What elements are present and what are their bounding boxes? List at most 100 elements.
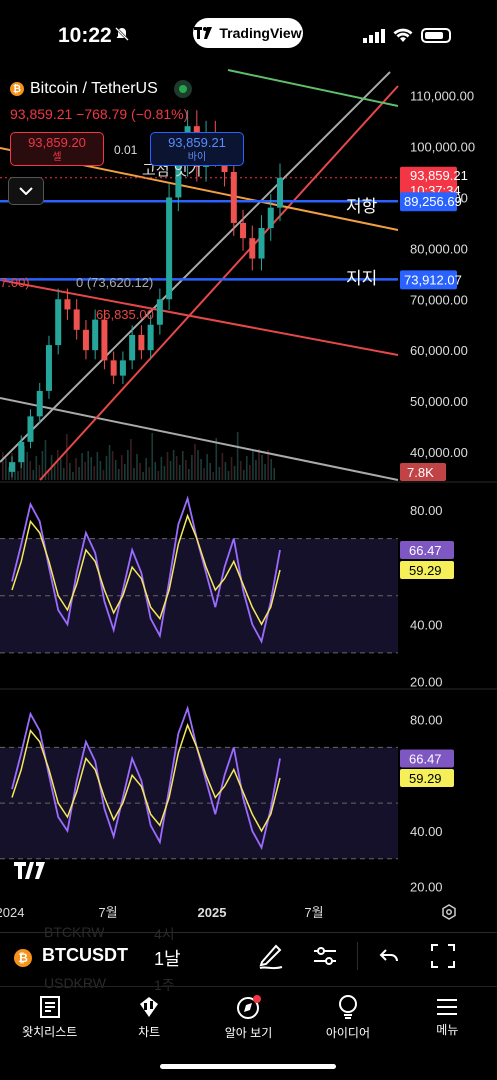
support-label: 지지	[346, 269, 377, 288]
indicators-button[interactable]	[312, 942, 338, 975]
volume-bar	[63, 468, 65, 480]
symbol-header[interactable]: ₿ Bitcoin / TetherUS	[10, 80, 192, 98]
undo-button[interactable]	[378, 942, 400, 975]
chevron-down-icon	[19, 187, 33, 195]
tab-watchlist[interactable]: 왓치리스트	[0, 987, 99, 1047]
volume-bar	[215, 438, 218, 480]
volume-bar	[178, 465, 181, 480]
rsi-line	[11, 705, 281, 851]
volume-bar	[230, 457, 233, 480]
volume-bar	[273, 468, 276, 480]
tab-ideas[interactable]: 아이디어	[298, 987, 397, 1047]
volume-bar	[32, 470, 35, 480]
volume-bar	[5, 458, 7, 480]
volume-bar	[102, 470, 105, 480]
volume-bar	[84, 462, 86, 480]
bitcoin-icon: ₿	[14, 949, 32, 967]
volume-bar	[188, 469, 190, 480]
buy-button[interactable]: 93,859.21 바이	[150, 132, 244, 166]
bitcoin-icon: ₿	[10, 82, 24, 96]
volume-bar	[124, 464, 126, 480]
bell-muted-icon	[114, 26, 130, 47]
volume-bar	[151, 433, 154, 480]
volume-bar	[142, 472, 144, 480]
price-tick-label: 80,000.00	[410, 241, 468, 256]
rsi-ma-line	[11, 513, 281, 626]
tradingview-pill[interactable]: TradingView	[193, 18, 303, 48]
volume-bar	[169, 461, 172, 480]
volume-bar	[56, 450, 59, 480]
interval-button[interactable]: 1날	[154, 949, 181, 969]
rsi-value-tag	[400, 749, 454, 768]
toolbar-divider	[357, 942, 358, 970]
volume-bar	[66, 434, 68, 480]
volume-bar	[99, 461, 102, 480]
candle-body	[92, 319, 99, 351]
home-indicator	[160, 1064, 336, 1069]
chart-icon	[140, 996, 159, 1017]
volume-bar	[249, 465, 251, 480]
volume-bar	[78, 467, 80, 480]
volume-bar	[59, 459, 62, 480]
volume-bar	[93, 466, 96, 480]
volume-bar	[255, 460, 257, 480]
sell-price: 93,859.20	[28, 135, 86, 150]
volume-bar	[75, 458, 77, 480]
price-tick-label: 70,000.00	[410, 292, 468, 307]
volume-bar	[38, 465, 41, 480]
fullscreen-button[interactable]	[430, 942, 456, 975]
battery-icon	[421, 28, 451, 43]
candle-body	[166, 197, 173, 300]
symbol-button[interactable]: BTCUSDT	[42, 945, 128, 965]
tab-explore[interactable]: 알아 보기	[199, 987, 298, 1047]
annotation-text: 0 (73,620.12)	[76, 275, 153, 290]
candle-body	[18, 441, 25, 463]
status-bar: 10:22 TradingView	[0, 0, 497, 70]
tab-label: 메뉴	[436, 1022, 459, 1037]
volume-bar	[29, 461, 32, 480]
x-tick-label: 2024	[0, 905, 24, 920]
candle-body	[267, 207, 274, 228]
tab-bar: 왓치리스트 차트 알아 보기 아이디어 메뉴	[0, 986, 497, 1047]
chart-canvas[interactable]: 110,000.00100,000.0090,000.0080,000.0070…	[0, 0, 497, 935]
drawing-tool-button[interactable]	[258, 942, 284, 975]
rsi-tick-label: 40.00	[410, 617, 443, 632]
rsi-ma-value-tag	[400, 769, 454, 787]
volume-bar	[212, 472, 215, 480]
volume-bar	[246, 456, 248, 480]
volume-bar	[236, 432, 239, 480]
candle-body	[27, 416, 34, 442]
ghost-symbol-2: USDKRW	[44, 975, 106, 991]
volume-bar	[191, 455, 193, 480]
volume-bar	[145, 458, 147, 480]
price-change: 93,859.21 −768.79 (−0.81%)	[10, 106, 189, 122]
tab-chart[interactable]: 차트	[99, 987, 198, 1047]
volume-bar	[197, 450, 199, 480]
candle-body	[82, 329, 89, 351]
tradingview-watermark-icon	[14, 862, 45, 879]
volume-bar	[130, 439, 132, 480]
undo-icon	[379, 949, 398, 962]
volume-bar	[41, 451, 44, 480]
collapse-legend-button[interactable]	[8, 177, 44, 205]
volume-bar	[90, 457, 93, 480]
sliders-icon	[314, 947, 336, 965]
x-tick-label: 7월	[98, 905, 117, 920]
volume-bar	[172, 450, 175, 480]
volume-bar	[239, 461, 242, 480]
volume-bar	[26, 452, 28, 480]
status-icons	[363, 28, 451, 43]
menu-icon	[437, 998, 458, 1015]
price-tick-label: 50,000.00	[410, 394, 468, 409]
tab-label: 알아 보기	[224, 1025, 273, 1040]
volume-bar	[133, 468, 135, 480]
explore-icon	[236, 994, 261, 1019]
sell-button[interactable]: 93,859.20 셀	[10, 132, 104, 166]
rsi-value-label: 66.47	[409, 752, 442, 767]
support-price-tag	[400, 270, 457, 290]
volume-bar	[267, 450, 269, 480]
volume-bar	[194, 444, 196, 480]
volume-bar	[148, 467, 150, 480]
last-price-label: 93,859.21	[410, 168, 468, 183]
tab-menu[interactable]: 메뉴	[398, 987, 497, 1047]
